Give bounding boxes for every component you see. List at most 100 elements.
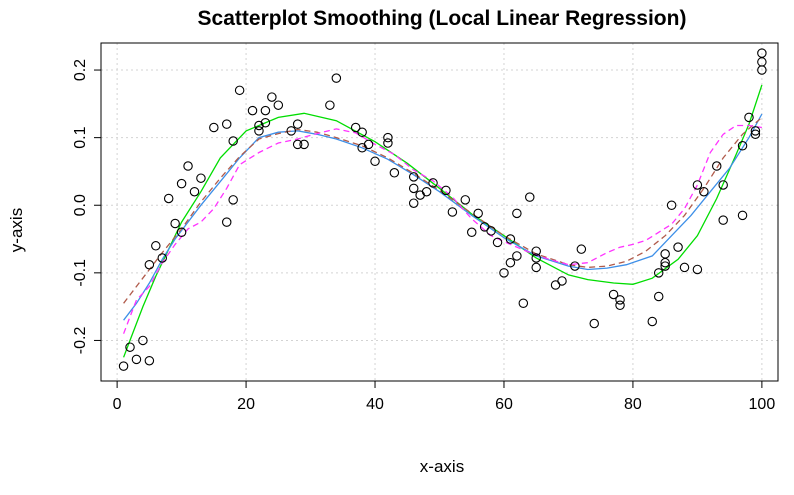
grid-lines: [101, 43, 778, 381]
data-point: [460, 195, 471, 205]
data-point: [383, 132, 393, 143]
data-point: [234, 85, 245, 96]
data-point: [144, 259, 155, 270]
x-tick-label: 0: [113, 396, 122, 413]
data-point: [615, 295, 625, 305]
data-point: [292, 119, 303, 129]
data-point: [408, 183, 419, 194]
data-point: [576, 244, 587, 254]
data-point: [163, 193, 174, 204]
data-point: [125, 342, 135, 352]
data-point: [144, 355, 155, 366]
data-point: [466, 227, 477, 238]
data-point: [531, 253, 541, 263]
data-point: [408, 198, 419, 208]
data-point: [254, 120, 264, 131]
data-point: [389, 168, 400, 178]
data-point: [415, 190, 425, 200]
data-point: [486, 226, 496, 236]
data-point: [525, 192, 535, 202]
data-point: [531, 246, 541, 256]
y-tick-label: -0.2: [72, 327, 89, 355]
data-point: [737, 141, 748, 151]
data-point: [118, 361, 129, 371]
data-point: [228, 195, 238, 205]
data-point: [666, 200, 677, 210]
x-axis-label: x-axis: [420, 457, 464, 476]
data-point: [505, 234, 516, 244]
data-point: [408, 172, 419, 182]
data-point: [512, 251, 522, 261]
data-point: [589, 318, 599, 329]
data-points: [118, 48, 767, 371]
data-point: [286, 126, 296, 136]
data-point: [653, 291, 664, 302]
data-point: [660, 261, 670, 271]
data-point: [350, 122, 361, 133]
data-point: [653, 268, 664, 278]
data-point: [718, 180, 728, 190]
x-axis: 0 20 40 60 80 100: [113, 380, 776, 413]
data-point: [441, 185, 451, 196]
x-tick-label: 100: [749, 396, 776, 413]
data-point: [331, 73, 342, 83]
data-point: [757, 48, 767, 58]
data-point: [570, 261, 580, 271]
data-point: [196, 173, 206, 183]
smoothing-curves: [122, 84, 763, 358]
data-point: [660, 257, 670, 268]
series-line-0: [122, 84, 763, 358]
data-point: [679, 262, 690, 273]
data-point: [221, 217, 232, 227]
series-line-3: [122, 124, 762, 334]
data-point: [157, 253, 168, 263]
data-point: [273, 100, 284, 110]
data-point: [750, 126, 761, 136]
data-point: [209, 122, 219, 133]
data-point: [176, 178, 187, 189]
y-tick-label: 0.0: [72, 194, 89, 216]
x-tick-label: 60: [495, 396, 513, 413]
data-point: [499, 268, 509, 278]
data-point: [183, 161, 193, 171]
plot-frame: [100, 42, 779, 382]
series-line-2: [123, 116, 763, 304]
data-point: [260, 105, 271, 116]
data-point: [363, 139, 374, 150]
y-tick-label: 0.2: [72, 59, 89, 81]
data-point: [531, 262, 541, 273]
data-point: [370, 156, 380, 167]
data-point: [247, 105, 258, 116]
data-point: [447, 207, 458, 217]
data-point: [492, 237, 503, 248]
data-point: [608, 289, 619, 300]
data-point: [660, 249, 670, 259]
data-point: [299, 139, 309, 150]
data-point: [151, 241, 161, 251]
data-point: [615, 300, 625, 311]
x-tick-label: 40: [366, 396, 384, 413]
data-point: [673, 242, 683, 252]
data-point: [421, 186, 432, 197]
data-point: [692, 180, 703, 190]
data-point: [512, 208, 522, 219]
y-tick-label: 0.1: [72, 126, 89, 148]
data-point: [737, 210, 748, 221]
data-point: [428, 178, 438, 188]
data-point: [267, 92, 277, 102]
data-point: [357, 127, 367, 137]
data-point: [221, 119, 232, 129]
y-tick-label: -0.1: [72, 259, 89, 287]
data-point: [170, 218, 180, 229]
data-point: [711, 161, 722, 171]
data-point: [750, 129, 761, 140]
data-point: [189, 186, 200, 197]
data-point: [557, 276, 567, 286]
data-point: [325, 100, 335, 110]
series-line-1: [123, 113, 763, 321]
data-point: [292, 139, 303, 150]
data-point: [254, 126, 264, 136]
data-point: [228, 136, 238, 146]
data-point: [692, 264, 703, 275]
